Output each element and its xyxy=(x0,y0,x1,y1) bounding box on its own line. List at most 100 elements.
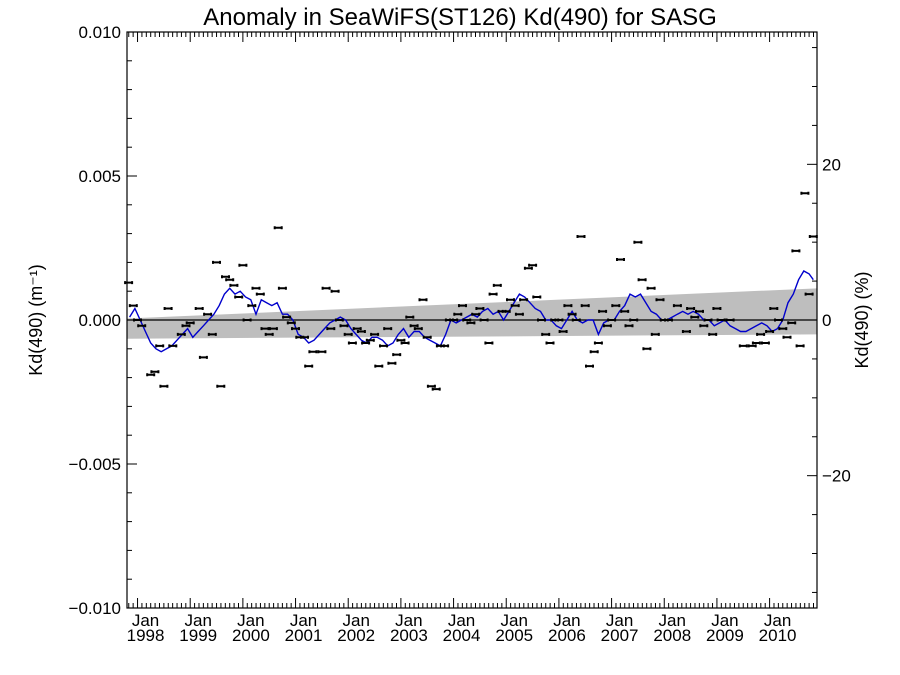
data-point xyxy=(234,295,244,299)
data-point xyxy=(229,283,239,287)
data-point xyxy=(787,321,797,325)
data-point xyxy=(532,295,542,299)
data-point xyxy=(479,318,489,322)
data-point xyxy=(361,341,371,345)
data-point xyxy=(255,292,265,296)
data-point xyxy=(339,324,349,328)
x-tick-label-month: Jan xyxy=(184,611,211,630)
data-point xyxy=(791,249,801,253)
data-point xyxy=(646,286,656,290)
data-point xyxy=(616,258,625,261)
x-tick-label-month: Jan xyxy=(659,611,686,630)
data-point xyxy=(695,309,704,313)
x-tick-label-year: 2002 xyxy=(337,626,375,645)
data-point xyxy=(650,332,660,336)
data-point xyxy=(725,318,735,322)
data-point xyxy=(462,318,472,322)
data-point xyxy=(510,304,520,308)
data-point xyxy=(738,344,748,348)
data-point xyxy=(541,332,551,336)
data-point xyxy=(379,344,388,348)
data-point xyxy=(453,312,463,316)
data-point xyxy=(413,327,423,331)
data-point xyxy=(146,373,156,377)
data-point xyxy=(528,263,538,267)
data-point xyxy=(198,355,208,359)
data-point xyxy=(392,353,402,357)
data-point xyxy=(585,364,594,368)
data-point xyxy=(765,330,775,333)
data-point xyxy=(808,235,818,238)
data-point xyxy=(558,330,568,333)
data-point xyxy=(716,318,726,322)
data-point xyxy=(576,235,586,238)
data-point xyxy=(286,321,296,325)
data-point xyxy=(159,384,169,388)
data-point xyxy=(593,341,603,345)
x-tick-label-month: Jan xyxy=(290,611,317,630)
data-point xyxy=(589,350,599,354)
y-right-tick-label: 0 xyxy=(822,311,831,330)
data-point xyxy=(492,283,502,287)
data-point xyxy=(176,332,186,336)
data-point xyxy=(242,318,252,322)
data-point xyxy=(207,332,217,336)
data-point xyxy=(326,327,336,331)
data-point xyxy=(501,309,511,313)
data-point xyxy=(545,341,555,345)
data-point xyxy=(260,327,270,331)
data-point xyxy=(466,321,476,325)
data-point xyxy=(703,318,713,322)
data-point xyxy=(642,347,652,351)
data-point xyxy=(247,304,257,308)
data-point xyxy=(580,304,590,308)
data-point xyxy=(567,312,577,316)
x-tick-label-month: Jan xyxy=(448,611,475,630)
data-point xyxy=(268,327,278,331)
data-point xyxy=(611,304,621,308)
x-tick-label-year: 1999 xyxy=(179,626,217,645)
data-point xyxy=(334,318,344,322)
data-point xyxy=(251,286,261,290)
data-point xyxy=(637,278,647,282)
data-point xyxy=(426,384,436,388)
data-point xyxy=(304,364,314,368)
data-point xyxy=(686,307,696,310)
data-point xyxy=(203,312,213,316)
data-point xyxy=(370,332,380,336)
data-point xyxy=(221,275,230,279)
data-point xyxy=(282,315,292,319)
data-point xyxy=(330,289,340,293)
data-point xyxy=(664,318,673,322)
y-axis-label-left: Kd(490) (m⁻¹) xyxy=(26,264,46,376)
data-point xyxy=(273,226,283,230)
data-point xyxy=(458,304,467,308)
data-point xyxy=(409,324,419,328)
data-point xyxy=(194,307,204,310)
data-point xyxy=(128,304,138,308)
plot-area: 0.0100.0050.000−0.005−0.010200−20Jan1998… xyxy=(69,23,851,645)
data-point xyxy=(708,332,718,336)
chart-title: Anomaly in SeaWiFS(ST126) Kd(490) for SA… xyxy=(203,4,717,31)
y-tick-label: 0.000 xyxy=(78,311,121,330)
data-point xyxy=(431,387,441,391)
data-point xyxy=(655,298,665,302)
data-point xyxy=(181,324,191,328)
y-axis-label-right: Kd(490) (%) xyxy=(852,271,872,368)
x-tick-label-year: 2004 xyxy=(443,626,481,645)
data-point xyxy=(124,281,134,285)
data-point xyxy=(317,350,327,354)
y-tick-label: −0.005 xyxy=(69,455,121,474)
data-point xyxy=(475,307,485,310)
x-tick-label-year: 2007 xyxy=(601,626,639,645)
x-tick-label-year: 2003 xyxy=(390,626,428,645)
data-point xyxy=(602,324,612,328)
data-point xyxy=(756,332,766,336)
x-tick-label-year: 2009 xyxy=(706,626,744,645)
data-point xyxy=(519,298,529,302)
data-point xyxy=(449,318,459,322)
x-tick-label-month: Jan xyxy=(132,611,159,630)
x-tick-label-month: Jan xyxy=(395,611,422,630)
data-point xyxy=(747,344,757,348)
